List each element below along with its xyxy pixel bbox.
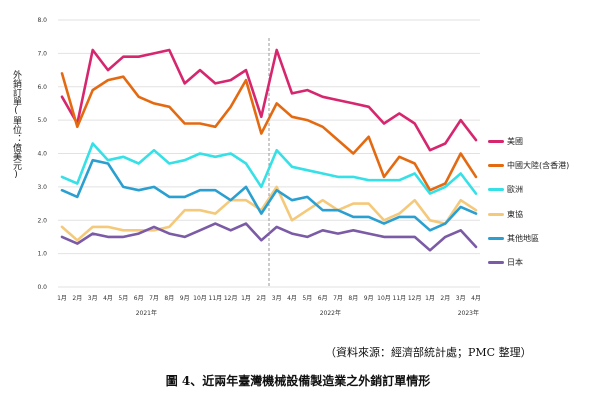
legend-item: 日本	[488, 257, 596, 269]
x-tick-label: 2月	[440, 295, 450, 302]
year-label: 2022年	[320, 309, 341, 317]
y-tick-label: 2.0	[37, 217, 47, 224]
x-tick-label: 8月	[348, 295, 358, 302]
legend-label: 日本	[507, 258, 523, 268]
x-tick-label: 4月	[287, 295, 297, 302]
y-tick-label: 6.0	[37, 84, 47, 91]
x-tick-label: 2月	[72, 295, 82, 302]
x-tick-label: 6月	[318, 295, 328, 302]
x-tick-label: 5月	[118, 295, 128, 302]
x-tick-label: 11月	[393, 295, 407, 302]
legend-item: 東協	[488, 208, 596, 220]
x-tick-label: 10月	[193, 295, 207, 302]
source-note: （資料來源：經濟部統計處；PMC 整理）	[325, 346, 532, 359]
legend-swatch	[488, 188, 504, 192]
series-line	[60, 72, 478, 192]
x-tick-label: 2月	[256, 295, 266, 302]
x-tick-label: 12月	[224, 295, 238, 302]
x-tick-label: 6月	[134, 295, 144, 302]
legend-item: 其他地區	[488, 233, 596, 245]
x-ticks: 1月 2月 3月 4月 5月 6月 7月 8月 9月 10月 11月 12月 1月 2月 3月 4月 5月 6月 7…	[57, 295, 481, 302]
legend-item: 美國	[488, 135, 596, 147]
y-tick-label: 4.0	[37, 151, 47, 158]
legend-label: 中國大陸(含香港)	[507, 160, 570, 170]
series-line	[60, 158, 478, 232]
legend-label: 美國	[507, 136, 523, 146]
x-tick-label: 12月	[408, 295, 422, 302]
x-tick-label: 5月	[302, 295, 312, 302]
legend-swatch	[488, 139, 504, 143]
legend-label: 歐洲	[507, 185, 523, 195]
year-labels: 2021年 2022年 2023年	[136, 309, 479, 317]
x-tick-label: 3月	[456, 295, 466, 302]
x-tick-label: 1月	[241, 295, 251, 302]
x-tick-label: 1月	[425, 295, 435, 302]
series-line	[60, 185, 478, 242]
series-line	[60, 48, 478, 152]
legend-swatch	[488, 212, 504, 216]
y-tick-label: 5.0	[37, 117, 47, 124]
x-tick-label: 7月	[149, 295, 159, 302]
x-tick-label: 3月	[88, 295, 98, 302]
y-tick-label: 0.0	[37, 284, 47, 291]
y-ticks: 0.0 1.0 2.0 3.0 4.0 5.0 6.0 7.0 8.0	[37, 17, 47, 291]
legend-swatch	[488, 163, 504, 167]
legend-item: 歐洲	[488, 184, 596, 196]
x-tick-label: 1月	[57, 295, 67, 302]
x-tick-label: 4月	[471, 295, 481, 302]
series-lines	[60, 48, 478, 252]
y-tick-label: 8.0	[37, 17, 47, 24]
y-tick-label: 3.0	[37, 184, 47, 191]
year-label: 2021年	[136, 309, 157, 317]
x-tick-label: 3月	[272, 295, 282, 302]
legend-label: 其他地區	[507, 234, 539, 244]
x-tick-label: 9月	[364, 295, 374, 302]
legend: 美國中國大陸(含香港) 歐洲東協其他地區日本	[488, 135, 596, 281]
x-tick-label: 7月	[333, 295, 343, 302]
figure-caption: 圖 4、近兩年臺灣機械設備製造業之外銷訂單情形	[165, 374, 431, 388]
y-axis-label: 外銷訂單(單位：億美元)	[11, 70, 21, 180]
x-tick-label: 10月	[377, 295, 391, 302]
y-tick-label: 7.0	[37, 50, 47, 57]
x-tick-label: 8月	[164, 295, 174, 302]
x-tick-label: 9月	[180, 295, 190, 302]
series-line	[60, 222, 478, 252]
legend-item: 中國大陸(含香港)	[488, 159, 596, 171]
year-label: 2023年	[458, 309, 479, 317]
legend-swatch	[488, 237, 504, 241]
series-line	[60, 142, 478, 195]
legend-label: 東協	[507, 209, 523, 219]
legend-swatch	[488, 261, 504, 265]
x-tick-label: 11月	[209, 295, 223, 302]
x-tick-label: 4月	[103, 295, 113, 302]
y-tick-label: 1.0	[37, 251, 47, 258]
